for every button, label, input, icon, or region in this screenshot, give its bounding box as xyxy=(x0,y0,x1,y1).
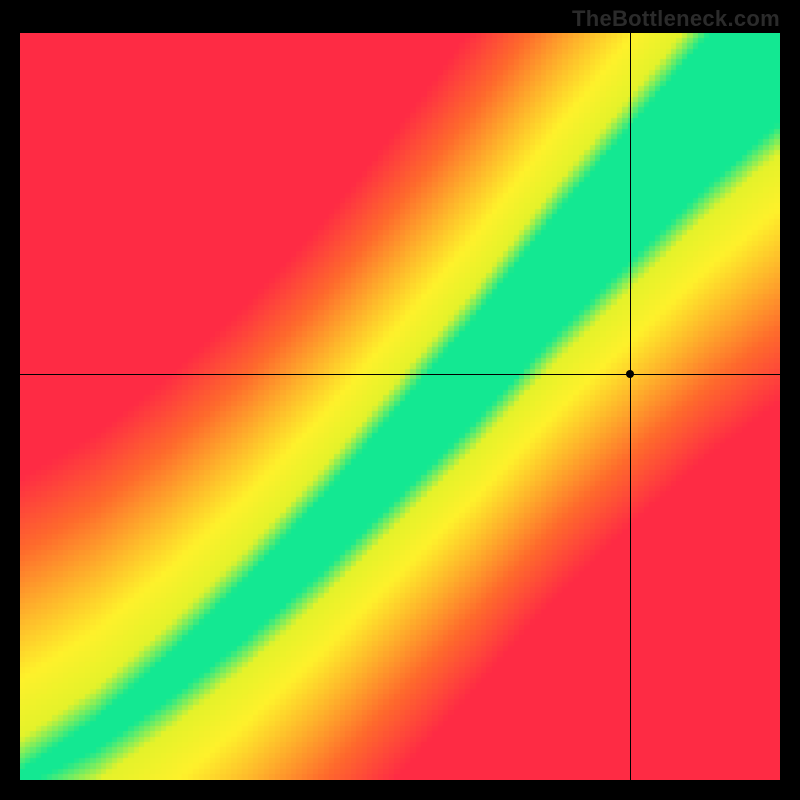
crosshair-vertical xyxy=(630,33,631,780)
watermark-text: TheBottleneck.com xyxy=(572,6,780,32)
bottleneck-heatmap xyxy=(20,33,780,780)
crosshair-marker xyxy=(626,370,634,378)
crosshair-horizontal xyxy=(20,374,780,375)
heatmap-canvas xyxy=(20,33,780,780)
